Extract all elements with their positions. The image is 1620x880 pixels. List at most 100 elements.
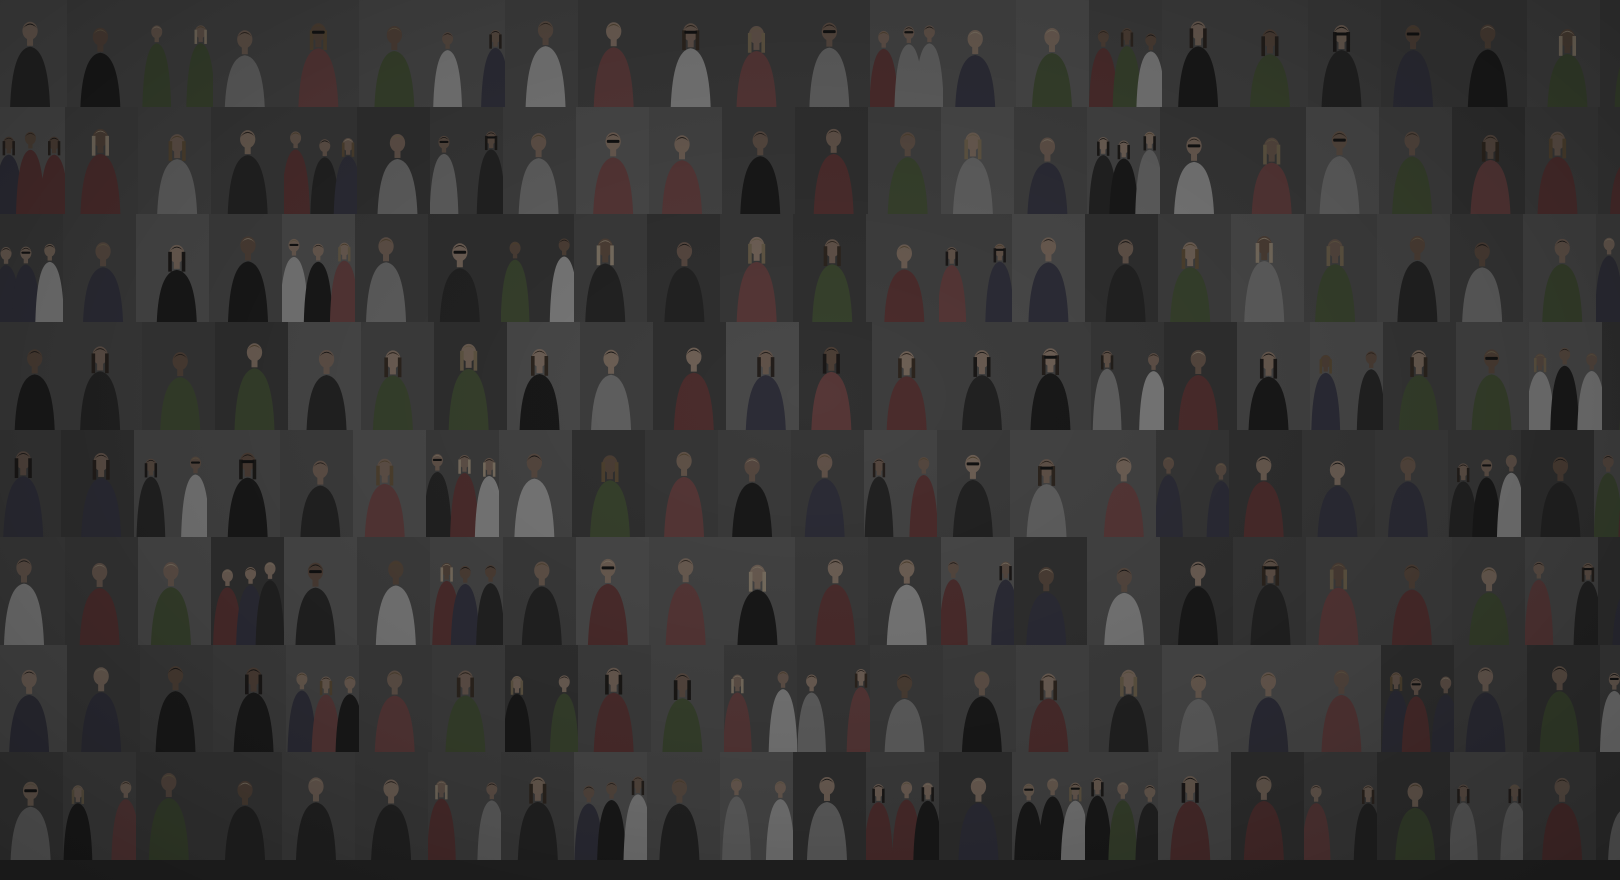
portrait-photo-tile <box>726 322 799 430</box>
mosaic-row <box>0 645 1620 753</box>
portrait-photo-tile <box>941 537 1014 645</box>
portrait-photo-tile <box>1233 537 1306 645</box>
portrait-photo-tile <box>1600 0 1620 108</box>
portrait-photo-tile <box>0 645 67 753</box>
portrait-photo-tile <box>1235 0 1308 108</box>
portrait-photo-tile <box>67 645 140 753</box>
portrait-photo-tile <box>140 0 213 108</box>
portrait-photo-tile <box>1454 645 1527 753</box>
portrait-photo-tile <box>0 430 61 538</box>
portrait-photo-tile <box>1310 322 1383 430</box>
portrait-photo-tile <box>0 752 63 860</box>
portrait-photo-tile <box>720 214 793 322</box>
portrait-photo-tile <box>136 214 209 322</box>
portrait-photo-tile <box>645 430 718 538</box>
portrait-photo-tile <box>872 322 945 430</box>
portrait-photo-tile <box>799 322 872 430</box>
portrait-photo-tile <box>142 322 215 430</box>
portrait-photo-tile <box>355 752 428 860</box>
portrait-photo-tile <box>0 0 67 108</box>
portrait-photo-tile <box>67 0 140 108</box>
portrait-photo-tile <box>1529 322 1602 430</box>
portrait-photo-tile <box>211 107 284 215</box>
portrait-photo-tile <box>653 322 726 430</box>
portrait-photo-tile <box>795 537 868 645</box>
portrait-photo-tile <box>722 107 795 215</box>
portrait-photo-tile <box>1600 645 1620 753</box>
portrait-photo-tile <box>724 645 797 753</box>
portrait-photo-tile <box>1377 752 1450 860</box>
portrait-photo-tile <box>1012 752 1085 860</box>
portrait-photo-tile <box>1231 214 1304 322</box>
portrait-photo-tile <box>572 430 645 538</box>
portrait-photo-tile <box>576 107 649 215</box>
portrait-photo-tile <box>1156 430 1229 538</box>
portrait-photo-tile <box>866 214 939 322</box>
portrait-photo-tile <box>501 752 574 860</box>
portrait-photo-tile <box>1525 107 1598 215</box>
portrait-photo-tile <box>1598 107 1620 215</box>
portrait-photo-tile <box>1375 430 1448 538</box>
portrait-photo-tile <box>215 322 288 430</box>
portrait-photo-tile <box>1381 645 1454 753</box>
portrait-photo-tile <box>0 214 63 322</box>
portrait-photo-tile <box>430 107 503 215</box>
portrait-photo-tile <box>430 537 503 645</box>
portrait-photo-tile <box>868 107 941 215</box>
portrait-photo-tile <box>795 107 868 215</box>
portrait-photo-tile <box>361 322 434 430</box>
portrait-photo-tile <box>793 214 866 322</box>
mosaic-row <box>0 107 1620 215</box>
portrait-photo-tile <box>649 537 722 645</box>
portrait-photo-tile <box>1085 752 1158 860</box>
portrait-photo-tile <box>939 752 1012 860</box>
portrait-photo-tile <box>1379 537 1452 645</box>
portrait-photo-tile <box>651 645 724 753</box>
portrait-photo-tile <box>1596 752 1620 860</box>
portrait-photo-tile <box>428 214 501 322</box>
portrait-photo-tile <box>284 537 357 645</box>
portrait-photo-tile <box>359 0 432 108</box>
portrait-photo-tile <box>209 752 282 860</box>
portrait-photo-tile <box>282 214 355 322</box>
portrait-photo-tile <box>1229 430 1302 538</box>
portrait-photo-tile <box>864 430 937 538</box>
portrait-photo-tile <box>647 214 720 322</box>
portrait-photo-tile <box>61 430 134 538</box>
portrait-photo-tile <box>503 537 576 645</box>
portrait-photo-tile <box>1087 107 1160 215</box>
portrait-photo-tile <box>1448 430 1521 538</box>
portrait-photo-tile <box>1594 430 1620 538</box>
portrait-photo-tile <box>209 214 282 322</box>
portrait-photo-tile <box>1162 0 1235 108</box>
portrait-photo-tile <box>870 645 943 753</box>
portrait-photo-tile <box>943 645 1016 753</box>
portrait-photo-tile <box>507 322 580 430</box>
portrait-photo-tile <box>1308 645 1381 753</box>
portrait-photo-tile <box>1304 214 1377 322</box>
portrait-photo-tile <box>793 752 866 860</box>
portrait-photo-tile <box>943 0 1016 108</box>
portrait-photo-tile <box>1383 322 1456 430</box>
portrait-photo-tile <box>288 322 361 430</box>
portrait-photo-tile <box>65 537 138 645</box>
portrait-photo-tile <box>501 214 574 322</box>
portrait-photo-tile <box>580 322 653 430</box>
portrait-photo-tile <box>1523 214 1596 322</box>
portrait-photo-tile <box>797 0 870 108</box>
portrait-photo-tile <box>213 0 286 108</box>
portrait-photo-tile <box>1160 107 1233 215</box>
portrait-photo-tile <box>574 752 647 860</box>
portrait-photo-tile <box>868 537 941 645</box>
portrait-photo-tile <box>1235 645 1308 753</box>
portrait-photo-tile <box>432 645 505 753</box>
portrait-photo-tile <box>1012 214 1085 322</box>
portrait-photo-tile <box>1014 107 1087 215</box>
portrait-photo-tile <box>69 322 142 430</box>
portrait-photo-tile <box>649 107 722 215</box>
portrait-photo-tile <box>1016 0 1089 108</box>
portrait-photo-tile <box>1527 645 1600 753</box>
portrait-photo-tile <box>941 107 1014 215</box>
portrait-photo-tile <box>647 752 720 860</box>
portrait-photo-tile <box>286 645 359 753</box>
